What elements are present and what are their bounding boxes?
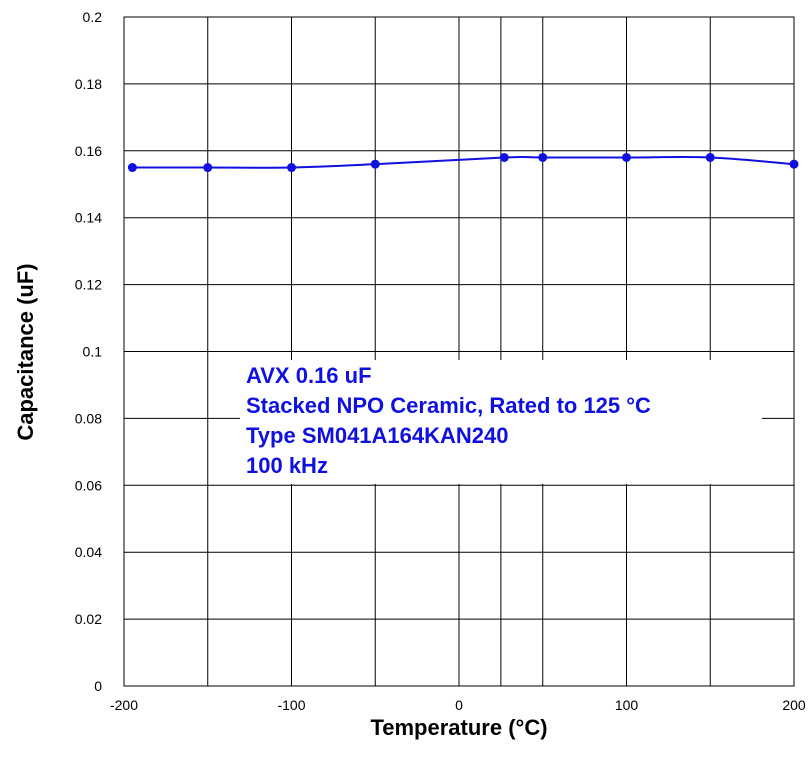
y-tick-label: 0.14 bbox=[75, 210, 102, 226]
plot-frame bbox=[123, 16, 795, 687]
annotation-line-4: 100 kHz bbox=[246, 453, 328, 478]
data-point bbox=[370, 159, 380, 169]
annotation-line-3: Type SM041A164KAN240 bbox=[246, 423, 509, 448]
data-point bbox=[705, 152, 715, 162]
annotation-line-1: AVX 0.16 uF bbox=[246, 363, 372, 388]
y-tick-label: 0.2 bbox=[83, 9, 103, 25]
y-tick-label: 0.02 bbox=[75, 611, 102, 627]
data-point bbox=[499, 152, 509, 162]
grid-lines bbox=[123, 16, 795, 687]
series-line bbox=[132, 155, 795, 169]
y-tick-label: 0.06 bbox=[75, 477, 102, 493]
y-tick-label: 0.1 bbox=[83, 344, 103, 360]
y-tick-label: 0 bbox=[94, 678, 102, 694]
y-tick-label: 0.04 bbox=[75, 544, 102, 560]
data-point bbox=[127, 163, 137, 173]
x-tick-label: -200 bbox=[110, 697, 138, 713]
x-tick-label: 100 bbox=[615, 697, 639, 713]
data-point bbox=[538, 152, 548, 162]
y-tick-labels: 0 0.02 0.04 0.06 0.08 0.1 0.12 0.14 0.16 0.18 0.2 bbox=[75, 9, 102, 694]
x-tick-label: 200 bbox=[782, 697, 806, 713]
y-tick-label: 0.08 bbox=[75, 410, 102, 426]
y-tick-label: 0.18 bbox=[75, 76, 102, 92]
series-layer bbox=[127, 152, 799, 173]
x-axis-title: Temperature (°C) bbox=[370, 715, 547, 740]
x-tick-label: -100 bbox=[277, 697, 305, 713]
data-point bbox=[789, 159, 799, 169]
x-tick-label: 0 bbox=[455, 697, 463, 713]
y-tick-label: 0.16 bbox=[75, 143, 102, 159]
x-tick-labels: -200 -100 0 100 200 bbox=[110, 697, 806, 713]
data-point bbox=[287, 163, 296, 173]
annotation-line-2: Stacked NPO Ceramic, Rated to 125 °C bbox=[246, 393, 651, 418]
annotation-background bbox=[240, 360, 762, 484]
y-tick-label: 0.12 bbox=[75, 277, 102, 293]
y-axis-title: Capacitance (uF) bbox=[13, 263, 38, 440]
data-point bbox=[622, 152, 631, 162]
data-point bbox=[203, 163, 213, 173]
